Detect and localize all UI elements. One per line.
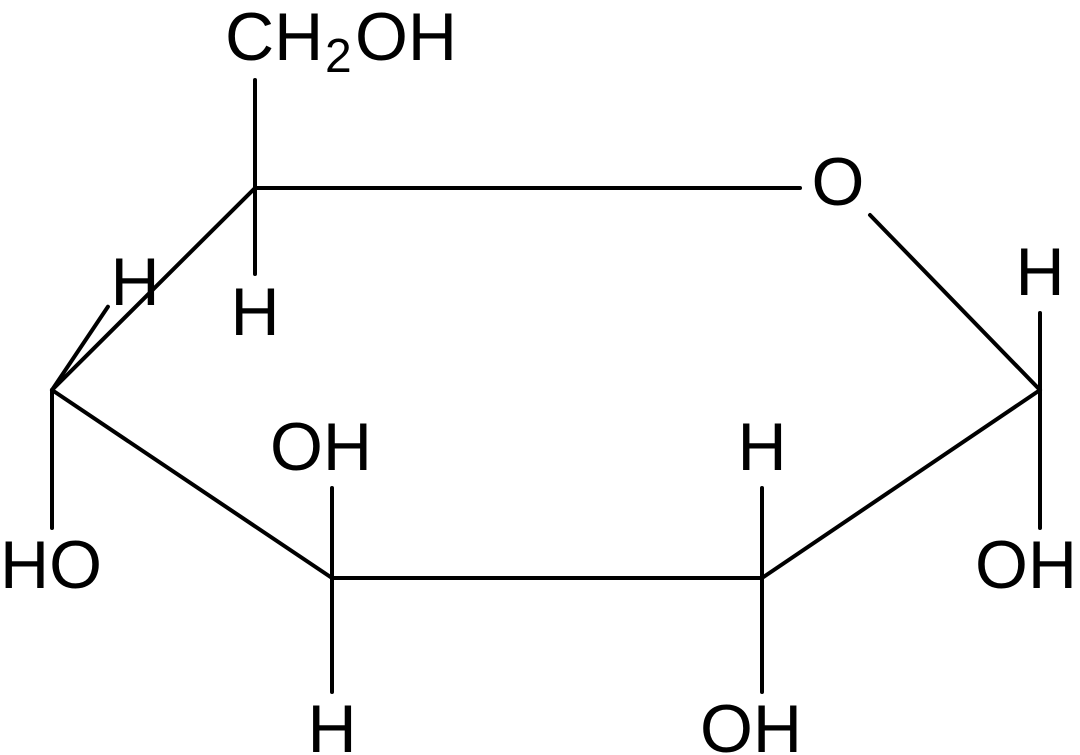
atom-label-CH2OH_OH: OH: [355, 0, 457, 75]
atom-label-C5_H: H: [230, 274, 279, 350]
atom-label-C3_H: H: [307, 691, 356, 755]
atom-label-C2_OH: OH: [700, 691, 802, 755]
atom-label-C1_OH: OH: [975, 527, 1077, 603]
atom-label-C2_H: H: [737, 409, 786, 485]
atom-labels: OCH2OHHHHOOHHHOHHOH: [0, 0, 1077, 755]
atom-label-CH2OH_2: 2: [325, 30, 352, 83]
bond: [52, 307, 108, 390]
atom-label-C4_HO: HO: [0, 527, 102, 603]
atom-label-C4_H: H: [110, 244, 159, 320]
bond-lines: [52, 80, 1040, 692]
atom-label-C3_OH: OH: [270, 409, 372, 485]
atom-label-O_ring: O: [812, 144, 865, 220]
atom-label-CH2OH_C: CH: [225, 0, 323, 75]
glucose-structure-diagram: OCH2OHHHHOOHHHOHHOH: [0, 0, 1080, 755]
atom-label-C1_H: H: [1015, 234, 1064, 310]
